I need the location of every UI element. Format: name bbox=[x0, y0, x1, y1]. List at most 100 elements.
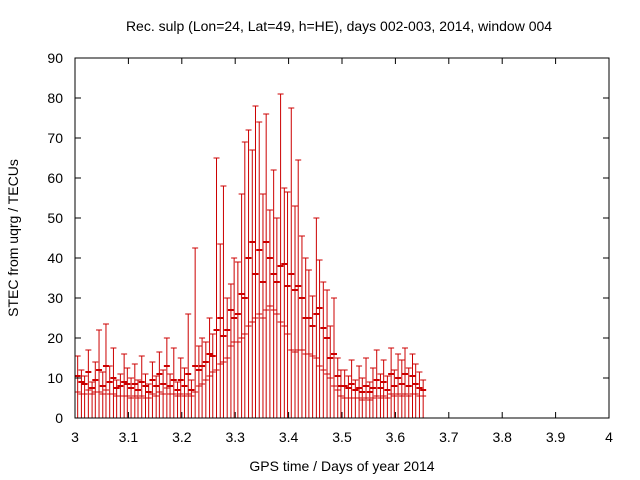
data-point bbox=[249, 149, 256, 418]
y-tick-label: 50 bbox=[47, 210, 63, 226]
data-point bbox=[234, 261, 241, 418]
x-tick-label: 3.9 bbox=[546, 429, 566, 445]
data-point bbox=[238, 193, 245, 418]
data-point bbox=[366, 381, 373, 418]
data-point bbox=[341, 369, 348, 418]
data-point bbox=[145, 383, 152, 418]
x-tick-label: 3.7 bbox=[439, 429, 459, 445]
data-point bbox=[320, 281, 327, 418]
x-tick-label: 3.4 bbox=[279, 429, 299, 445]
data-point bbox=[337, 369, 344, 418]
data-point bbox=[313, 217, 320, 418]
data-point bbox=[292, 205, 299, 418]
data-point bbox=[128, 377, 135, 418]
y-tick-label: 90 bbox=[47, 50, 63, 66]
data-point bbox=[231, 257, 238, 418]
x-tick-label: 3.8 bbox=[492, 429, 512, 445]
x-tick-label: 3.3 bbox=[225, 429, 245, 445]
data-point bbox=[102, 323, 109, 418]
data-point bbox=[377, 373, 384, 418]
data-point bbox=[142, 373, 149, 418]
data-point bbox=[281, 187, 288, 418]
data-point bbox=[209, 333, 216, 418]
x-tick-label: 3 bbox=[71, 429, 79, 445]
data-point bbox=[284, 191, 291, 418]
data-point bbox=[149, 361, 156, 418]
chart-title: Rec. sulp (Lon=24, Lat=49, h=HE), days 0… bbox=[126, 18, 552, 34]
data-point bbox=[395, 353, 402, 418]
x-axis-label: GPS time / Days of year 2014 bbox=[249, 458, 434, 474]
data-point bbox=[217, 243, 224, 418]
x-axis: 3 3.1 3.2 3.3 3.4 3.5 3.6 3.7 3.8 3.9 4 bbox=[71, 58, 613, 445]
data-point bbox=[170, 347, 177, 418]
data-point bbox=[163, 337, 170, 418]
data-point bbox=[124, 367, 131, 418]
data-point bbox=[416, 371, 423, 418]
x-tick-label: 3.5 bbox=[332, 429, 352, 445]
data-point bbox=[131, 363, 138, 418]
data-point bbox=[213, 157, 220, 418]
data-point bbox=[224, 297, 231, 418]
data-point bbox=[330, 297, 337, 418]
data-point bbox=[263, 113, 270, 418]
data-point bbox=[334, 357, 341, 418]
data-point bbox=[74, 355, 81, 418]
x-tick-label: 3.2 bbox=[172, 429, 192, 445]
data-point bbox=[185, 313, 192, 418]
data-point bbox=[380, 359, 387, 418]
data-point bbox=[324, 289, 331, 418]
data-point bbox=[199, 337, 206, 418]
y-tick-label: 10 bbox=[47, 370, 63, 386]
data-point bbox=[202, 341, 209, 418]
data-point bbox=[160, 369, 167, 418]
data-point bbox=[188, 379, 195, 418]
data-point bbox=[405, 367, 412, 418]
data-point bbox=[138, 355, 145, 418]
data-point bbox=[309, 295, 316, 418]
data-point bbox=[156, 351, 163, 418]
y-tick-label: 40 bbox=[47, 250, 63, 266]
data-point bbox=[89, 381, 96, 418]
data-point bbox=[316, 259, 323, 418]
x-tick-label: 3.6 bbox=[386, 429, 406, 445]
data-point bbox=[391, 369, 398, 418]
data-point bbox=[388, 347, 395, 418]
y-tick-label: 20 bbox=[47, 330, 63, 346]
data-point bbox=[356, 365, 363, 418]
y-tick-label: 70 bbox=[47, 130, 63, 146]
data-point bbox=[305, 269, 312, 418]
error-bar-marks bbox=[74, 93, 427, 418]
data-point bbox=[174, 381, 181, 418]
data-point bbox=[81, 375, 88, 418]
y-tick-label: 80 bbox=[47, 90, 63, 106]
data-point bbox=[227, 283, 234, 418]
data-point bbox=[256, 121, 263, 418]
data-point bbox=[153, 375, 160, 418]
data-point bbox=[181, 367, 188, 418]
data-point bbox=[117, 373, 124, 418]
data-point bbox=[245, 129, 252, 418]
plot-frame bbox=[74, 57, 610, 419]
y-tick-label: 30 bbox=[47, 290, 63, 306]
data-point bbox=[302, 257, 309, 418]
x-tick-label: 3.1 bbox=[119, 429, 139, 445]
data-point bbox=[352, 379, 359, 418]
data-point bbox=[288, 107, 295, 418]
data-point bbox=[135, 379, 142, 418]
data-point bbox=[106, 365, 113, 418]
y-axis-label: STEC from uqrg / TECUs bbox=[5, 159, 21, 317]
data-point bbox=[96, 329, 103, 418]
data-point bbox=[99, 371, 106, 418]
data-point bbox=[177, 357, 184, 418]
y-tick-label: 0 bbox=[55, 410, 63, 426]
data-point bbox=[270, 169, 277, 418]
data-point bbox=[192, 247, 199, 418]
data-point bbox=[420, 379, 427, 418]
data-point bbox=[298, 235, 305, 418]
data-point bbox=[85, 349, 92, 418]
data-point bbox=[412, 363, 419, 418]
data-point bbox=[220, 185, 227, 418]
data-point bbox=[277, 93, 284, 418]
data-point bbox=[384, 375, 391, 418]
